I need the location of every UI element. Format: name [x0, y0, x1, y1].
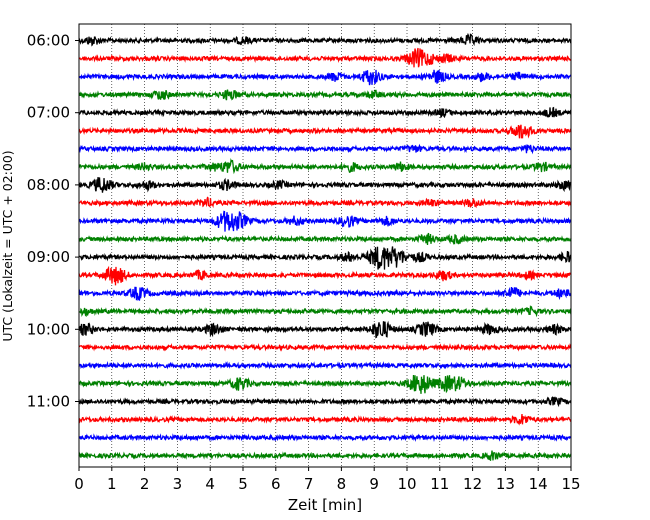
x-tick-label: 13 [496, 475, 515, 493]
seismogram-trace [78, 450, 572, 461]
vertical-grid [111, 24, 539, 467]
y-axis-label: UTC (Lokalzeit = UTC + 02:00) [0, 150, 15, 341]
x-tick-label: 6 [271, 475, 281, 493]
x-tick-label: 7 [304, 475, 314, 493]
seismogram-trace [78, 143, 572, 155]
seismogram-trace [78, 304, 572, 318]
seismogram-trace [78, 177, 572, 193]
seismogram-trace [78, 360, 572, 370]
x-tick-label: 1 [107, 475, 117, 493]
seismogram-trace [78, 413, 572, 426]
seismogram-trace [78, 32, 572, 47]
y-tick-label: 09:00 [27, 248, 70, 266]
x-tick-label: 9 [369, 475, 379, 493]
x-tick-label: 11 [430, 475, 449, 493]
x-tick-label: 15 [561, 475, 580, 493]
y-tick-label: 11:00 [27, 393, 70, 411]
seismogram-trace [78, 342, 572, 352]
plot-frame [78, 23, 572, 468]
x-tick-label: 14 [529, 475, 548, 493]
y-tick-label: 07:00 [27, 104, 70, 122]
x-axis-label: Zeit [min] [288, 496, 362, 514]
x-tick-label: 5 [238, 475, 248, 493]
seismogram-trace [78, 124, 572, 139]
seismogram-trace [78, 158, 572, 175]
seismogram-trace [78, 286, 572, 302]
seismogram-trace [78, 374, 572, 394]
y-tick-label: 06:00 [27, 32, 70, 50]
seismogram-trace [78, 69, 572, 86]
seismogram-trace [78, 210, 572, 232]
y-tick-label: 08:00 [27, 176, 70, 194]
seismogram-trace [78, 196, 572, 209]
seismogram-trace [78, 433, 572, 443]
seismogram-trace [78, 265, 572, 286]
y-tick-label: 10:00 [27, 320, 70, 338]
x-tick-label: 3 [173, 475, 183, 493]
x-tick-label: 4 [205, 475, 215, 493]
x-tick-label: 8 [337, 475, 347, 493]
seismogram-traces [78, 32, 572, 461]
seismogram-trace [78, 106, 572, 119]
seismogram-trace [78, 89, 572, 101]
x-axis-ticks: 0 1 2 3 4 5 6 7 8 9 10 11 12 13 14 15 [74, 467, 581, 493]
seismogram-trace [78, 246, 572, 270]
x-tick-label: 12 [463, 475, 482, 493]
x-tick-label: 0 [74, 475, 84, 493]
y-axis-ticks: 06:00 07:00 08:00 09:00 10:00 11:00 [27, 32, 79, 411]
seismogram-trace [78, 320, 572, 339]
seismogram-trace [78, 232, 572, 246]
x-tick-label: 10 [397, 475, 416, 493]
seismogram-trace [78, 396, 572, 408]
x-tick-label: 2 [140, 475, 150, 493]
seismogram-trace [78, 47, 572, 68]
